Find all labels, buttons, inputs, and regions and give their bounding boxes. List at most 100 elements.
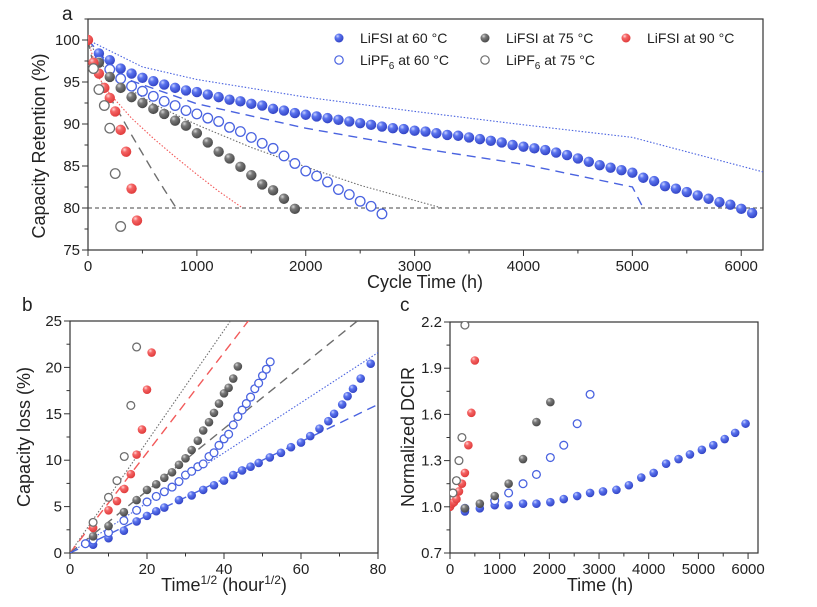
panel-a-plot-content (88, 34, 763, 232)
data-point (546, 397, 555, 407)
data-point (104, 71, 115, 83)
data-point (169, 100, 181, 111)
data-point (104, 92, 115, 104)
panel-b-x-tick-label: 40 (216, 561, 233, 578)
data-point (234, 126, 246, 138)
data-point (612, 485, 621, 495)
data-point (142, 511, 152, 521)
data-point (305, 431, 315, 441)
data-point (296, 438, 306, 447)
data-point (191, 86, 203, 98)
panel-a-x-tick-label: 4000 (507, 258, 540, 275)
data-point (158, 95, 170, 107)
data-point (265, 453, 275, 462)
data-point (659, 180, 671, 192)
data-point (151, 480, 161, 489)
data-point (572, 419, 582, 429)
data-point (627, 167, 638, 178)
data-point (132, 495, 141, 505)
data-point (518, 499, 528, 509)
legend-label: LiPF6 at 60 °C (360, 52, 449, 72)
data-point (119, 515, 129, 526)
data-point (132, 450, 141, 459)
panel-b-fit-line-lifsi-at-90-c (70, 321, 250, 553)
data-point (311, 170, 323, 182)
data-point (233, 412, 243, 422)
data-point (137, 97, 148, 109)
data-point (409, 125, 420, 136)
data-point (241, 399, 251, 409)
panel-c-y-tick-label: 2.2 (421, 314, 442, 331)
data-point (132, 505, 142, 515)
data-point (126, 469, 136, 479)
data-point (104, 521, 113, 531)
data-point (148, 103, 159, 115)
panel-c-y-tick-label: 1.6 (421, 406, 442, 423)
legend-marker (334, 33, 344, 43)
panel-c-series-lipf6-at-60-c (460, 389, 595, 513)
data-point (649, 468, 658, 478)
panel-a-y-tick-label: 95 (63, 74, 80, 91)
panel-c-letter: c (400, 295, 410, 316)
data-point (531, 469, 541, 480)
data-point (198, 459, 208, 469)
data-point (224, 429, 234, 439)
data-point (237, 466, 247, 475)
panel-c-series-lifsi-at-60-c (460, 419, 750, 516)
data-point (142, 497, 152, 507)
legend-item-lipf6-at-75-c: LiPF6 at 75 °C (480, 52, 595, 72)
panel-a-x-tick-label: 5000 (616, 258, 649, 275)
data-point (213, 146, 224, 157)
panel-a-y-tick-label: 100 (55, 32, 80, 49)
data-point (191, 128, 203, 139)
data-point (420, 126, 431, 137)
data-point (398, 123, 409, 135)
panel-c-y-tick-label: 1.3 (421, 453, 442, 470)
data-point (174, 495, 184, 505)
data-point (174, 476, 184, 487)
data-point (256, 100, 268, 111)
panel-a-y-tick-label: 75 (63, 242, 80, 259)
panel-a: a 0 1000 2000 3000 4000 5000 6000 75 80 85 90 95 100… (29, 4, 764, 292)
data-point (546, 497, 555, 507)
panel-b-y-tick-label: 20 (45, 359, 62, 376)
panel-a-y-tick-label: 80 (63, 200, 80, 217)
panel-b-series-lifsi-at-75-c (88, 362, 243, 541)
data-point (475, 499, 485, 509)
data-point (132, 342, 142, 352)
panel-a-x-axis-title: Cycle Time (h) (367, 272, 483, 292)
panel-a-x-tick-label: 1000 (180, 258, 213, 275)
data-point (460, 504, 470, 513)
data-point (460, 468, 470, 478)
data-point (88, 531, 98, 541)
data-point (387, 123, 399, 134)
data-point (93, 48, 105, 59)
data-point (322, 176, 333, 188)
data-point (93, 84, 105, 96)
panel-c-x-axis-title: Time (h) (567, 575, 633, 595)
panel-a-x-tick-label: 2000 (289, 258, 322, 275)
data-point (167, 467, 177, 477)
panel-a-y-axis-title: Capacity Retention (%) (29, 53, 49, 238)
data-point (324, 416, 333, 426)
data-point (605, 162, 616, 173)
data-point (720, 434, 730, 444)
panel-b-series-lipf6-at-75-c (88, 342, 142, 527)
data-point (131, 215, 143, 226)
data-point (464, 440, 473, 450)
data-point (681, 186, 692, 198)
panel-b-y-tick-label: 15 (45, 406, 62, 423)
data-point (126, 68, 137, 79)
data-point (692, 190, 703, 201)
panel-c-plot-content (450, 322, 750, 516)
data-point (112, 476, 122, 486)
panel-c-series-lifsi-at-75-c (460, 397, 555, 513)
data-point (209, 448, 219, 458)
data-point (112, 496, 122, 506)
data-point (431, 128, 442, 139)
panel-b-x-tick-label: 0 (66, 561, 74, 578)
data-point (214, 440, 224, 450)
data-point (504, 500, 513, 510)
